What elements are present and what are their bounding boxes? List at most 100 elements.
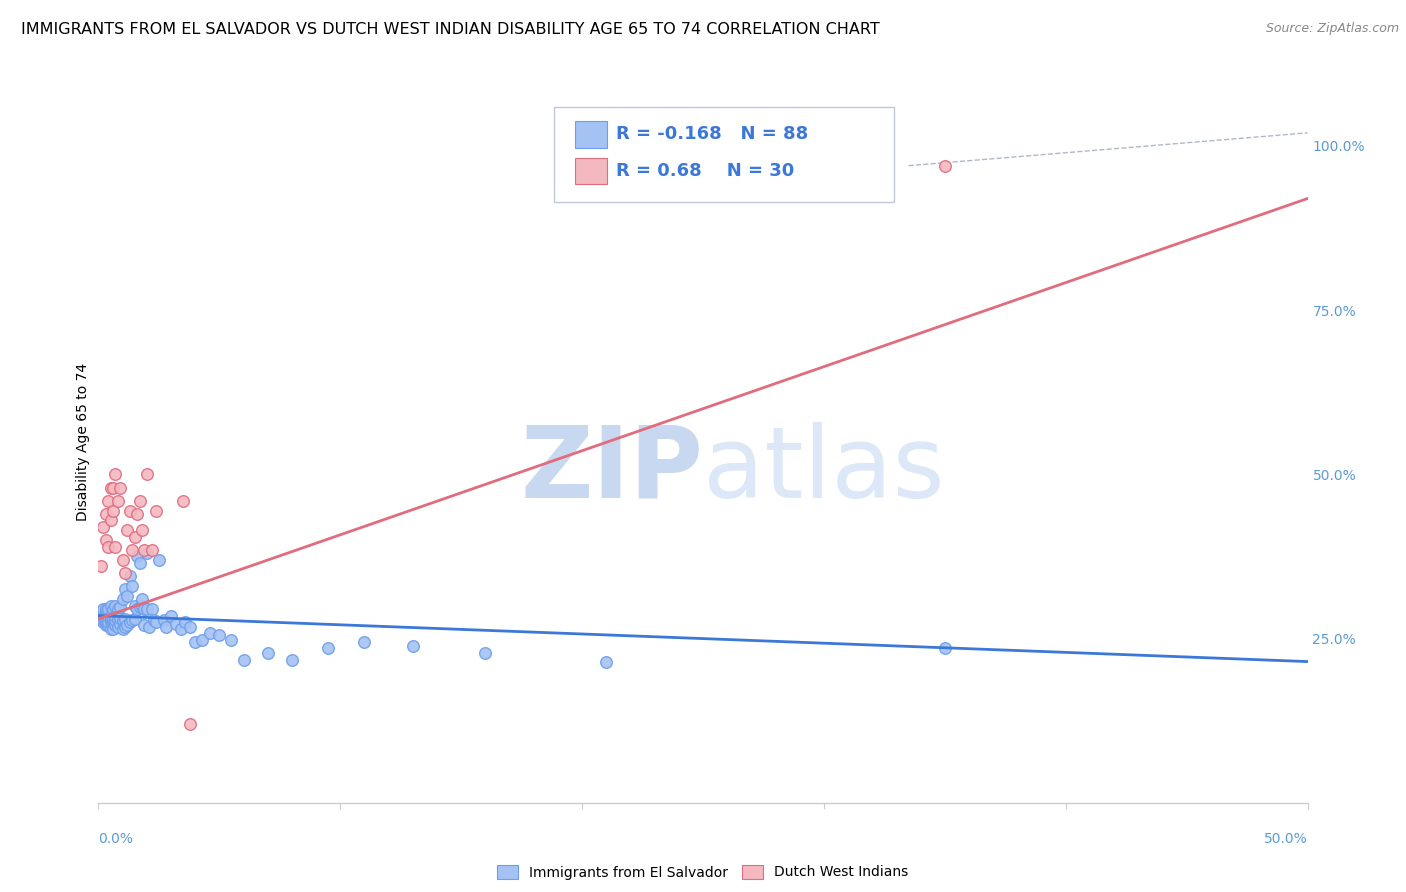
Point <box>232 652 254 666</box>
Point <box>128 493 150 508</box>
Point <box>94 608 117 623</box>
Point <box>91 602 114 616</box>
Text: R = 0.68    N = 30: R = 0.68 N = 30 <box>616 161 794 179</box>
Point <box>97 618 120 632</box>
Point <box>94 602 117 616</box>
Point <box>91 612 114 626</box>
Point <box>191 632 214 647</box>
Point <box>121 542 143 557</box>
Point <box>134 618 156 632</box>
Point <box>135 602 157 616</box>
Point <box>90 608 112 623</box>
Legend: Immigrants from El Salvador, Dutch West Indians: Immigrants from El Salvador, Dutch West … <box>492 859 914 885</box>
Point <box>97 602 120 616</box>
Point <box>118 503 141 517</box>
Point <box>934 641 956 656</box>
Point <box>91 608 114 623</box>
Point <box>402 640 425 654</box>
Point <box>91 520 114 534</box>
Point <box>118 615 141 630</box>
Point <box>134 542 156 557</box>
Point <box>114 582 136 597</box>
Point <box>101 503 124 517</box>
Point <box>114 566 136 580</box>
Point <box>90 612 112 626</box>
Point <box>316 641 339 656</box>
Point <box>128 600 150 615</box>
Point <box>94 615 117 630</box>
Point <box>108 617 131 632</box>
Text: atlas: atlas <box>703 422 945 519</box>
Point <box>104 540 127 554</box>
Point <box>143 613 166 627</box>
Point <box>160 608 183 623</box>
Point <box>107 612 129 626</box>
Point <box>127 602 149 616</box>
Point <box>100 615 122 630</box>
Point <box>101 612 124 626</box>
Point <box>100 481 122 495</box>
Point <box>108 600 131 615</box>
Point <box>104 608 127 623</box>
Point <box>121 613 143 627</box>
Point <box>104 613 127 627</box>
Point <box>100 513 122 527</box>
Point <box>934 159 956 173</box>
Point <box>474 646 496 660</box>
Point <box>111 553 134 567</box>
Point <box>117 523 139 537</box>
Point <box>121 579 143 593</box>
Point <box>94 605 117 619</box>
Point <box>155 620 177 634</box>
Point <box>111 613 134 627</box>
Point <box>108 481 131 495</box>
Point <box>94 612 117 626</box>
Point <box>90 559 112 574</box>
Point <box>131 599 153 613</box>
Point <box>94 618 117 632</box>
Point <box>179 717 201 731</box>
Point <box>353 635 375 649</box>
Point <box>107 602 129 616</box>
Text: IMMIGRANTS FROM EL SALVADOR VS DUTCH WEST INDIAN DISABILITY AGE 65 TO 74 CORRELA: IMMIGRANTS FROM EL SALVADOR VS DUTCH WES… <box>21 22 880 37</box>
Point <box>124 599 146 613</box>
Point <box>198 626 221 640</box>
Point <box>145 615 167 630</box>
Point <box>124 530 146 544</box>
Point <box>172 493 194 508</box>
Point <box>141 542 163 557</box>
Point <box>124 612 146 626</box>
Point <box>111 592 134 607</box>
Point <box>184 635 207 649</box>
Point <box>179 620 201 634</box>
Point <box>131 523 153 537</box>
Text: 50.0%: 50.0% <box>1264 831 1308 846</box>
Point <box>104 618 127 632</box>
Point <box>91 605 114 619</box>
Point <box>104 467 127 482</box>
Point <box>101 602 124 616</box>
FancyBboxPatch shape <box>575 158 607 185</box>
Point <box>131 592 153 607</box>
Point <box>138 620 160 634</box>
Point <box>117 589 139 603</box>
Point <box>281 652 304 666</box>
Point <box>114 612 136 626</box>
Point <box>107 620 129 634</box>
Point <box>221 632 243 647</box>
Point <box>148 553 170 567</box>
Point <box>135 546 157 560</box>
Point <box>111 622 134 636</box>
Point <box>117 618 139 632</box>
Point <box>127 549 149 564</box>
Point <box>101 481 124 495</box>
Point <box>107 493 129 508</box>
Point <box>100 608 122 623</box>
Point <box>90 605 112 619</box>
Point <box>127 507 149 521</box>
Point <box>256 646 278 660</box>
Point <box>169 622 191 636</box>
Point <box>145 503 167 517</box>
Point <box>595 655 617 669</box>
FancyBboxPatch shape <box>575 121 607 148</box>
